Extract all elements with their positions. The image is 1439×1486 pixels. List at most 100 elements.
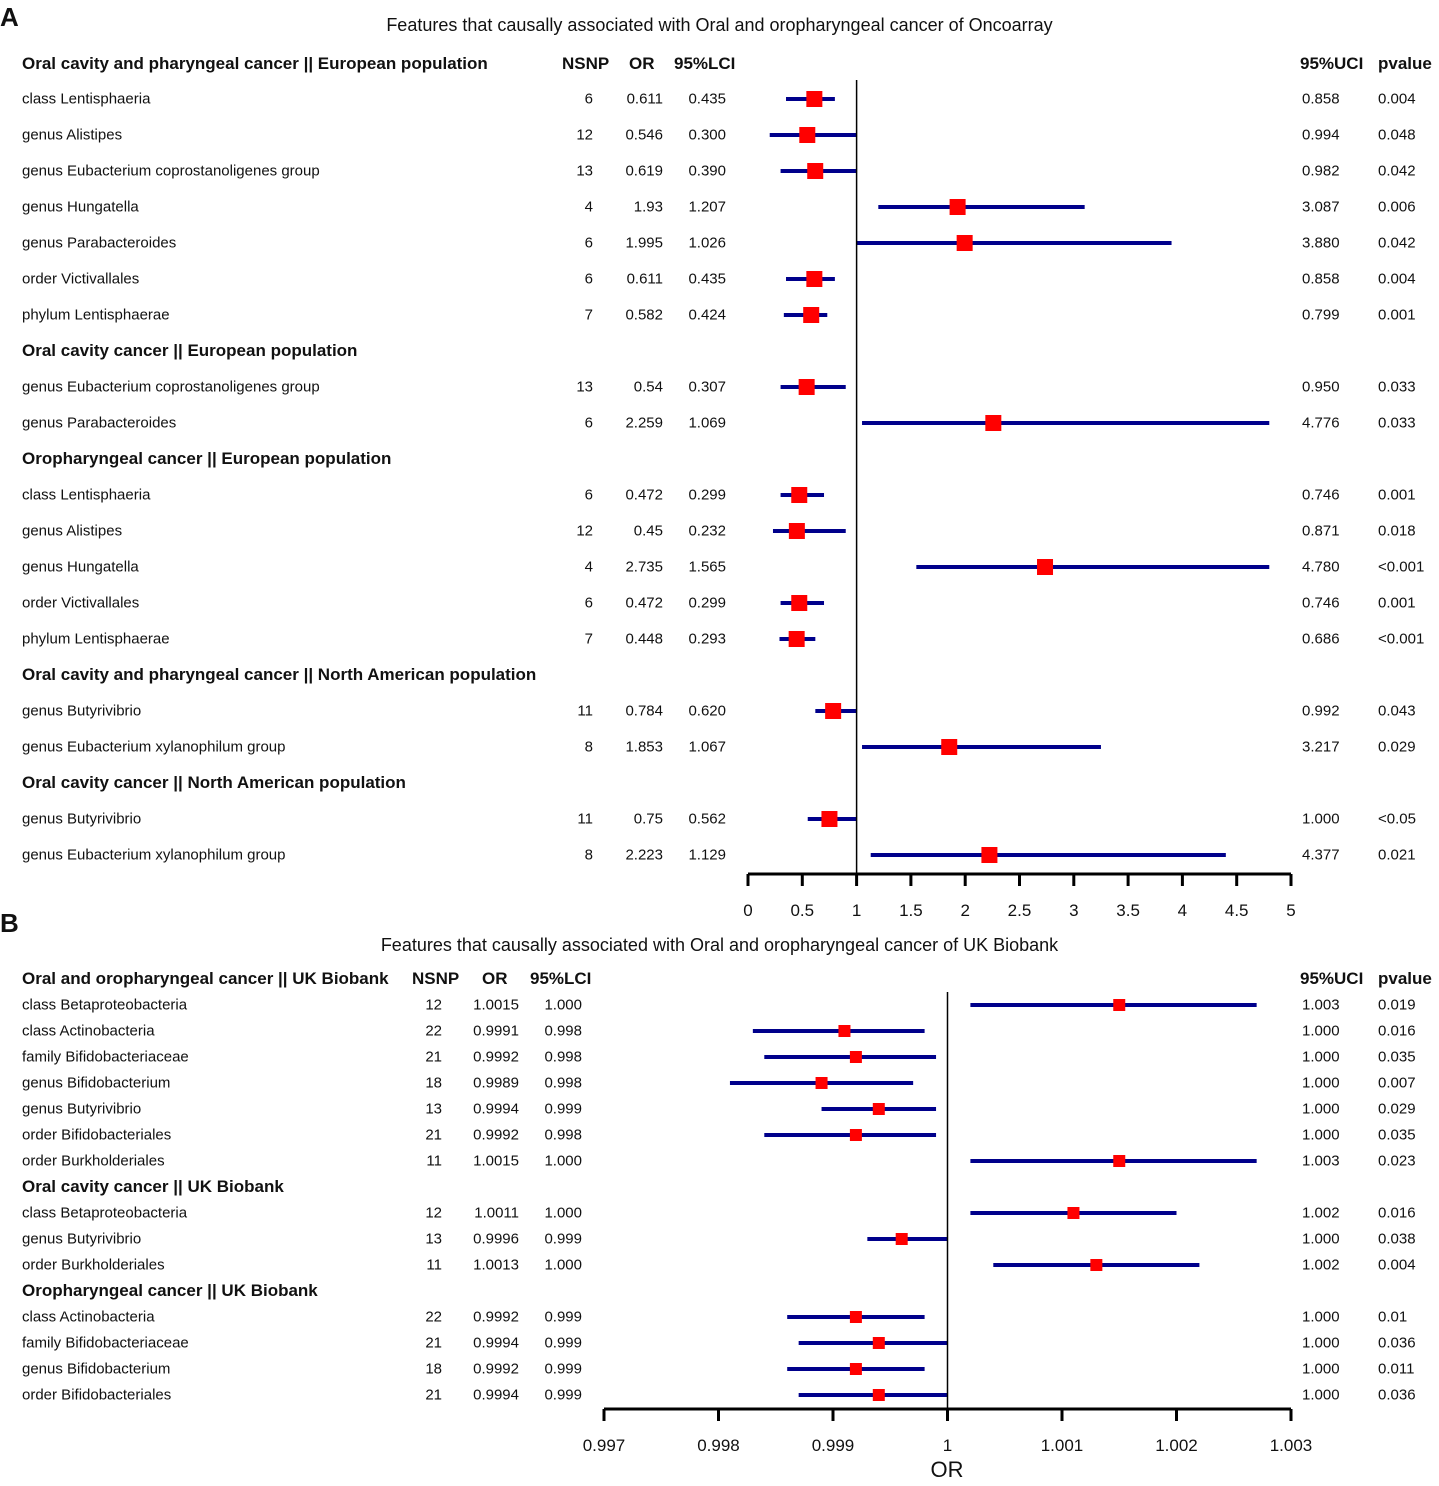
row-lci: 0.998 [544, 1074, 582, 1092]
row-uci: 1.002 [1302, 1204, 1340, 1222]
row-uci: 3.087 [1302, 198, 1340, 216]
row-or: 2.735 [625, 558, 663, 576]
panel-b-header-lci: 95%LCI [530, 969, 592, 988]
or-marker [872, 1337, 885, 1349]
row-nsnp: 12 [425, 1204, 442, 1222]
row-or: 0.619 [625, 162, 663, 180]
row-pvalue: 0.01 [1378, 1308, 1408, 1326]
or-marker [806, 271, 823, 287]
row-lci: 0.232 [688, 522, 726, 540]
row-pvalue: 0.048 [1378, 126, 1416, 144]
row-or: 1.853 [625, 738, 663, 756]
row-uci: 1.000 [1302, 1386, 1340, 1404]
row-pvalue: 0.016 [1378, 1022, 1416, 1040]
row-pvalue: 0.001 [1378, 306, 1416, 324]
row-pvalue: 0.018 [1378, 522, 1416, 540]
row-label: genus Butyrivibrio [22, 1100, 142, 1118]
row-nsnp: 21 [425, 1386, 442, 1404]
row-lci: 0.998 [544, 1126, 582, 1144]
row-uci: 0.871 [1302, 522, 1340, 540]
row-label: family Bifidobacteriaceae [22, 1048, 189, 1066]
row-label: family Bifidobacteriaceae [22, 1334, 189, 1352]
row-pvalue: 0.004 [1378, 90, 1416, 108]
row-label: genus Eubacterium coprostanoligenes grou… [22, 378, 320, 396]
x-tick-label: 1.5 [899, 901, 923, 920]
row-uci: 0.982 [1302, 162, 1340, 180]
row-nsnp: 6 [584, 270, 593, 288]
row-nsnp: 13 [425, 1230, 442, 1248]
or-marker [849, 1129, 862, 1141]
or-marker [791, 487, 808, 503]
row-nsnp: 4 [584, 198, 593, 216]
row-or: 1.0013 [473, 1256, 519, 1274]
panel-a-header-or: OR [629, 54, 655, 73]
row-lci: 1.129 [688, 846, 726, 864]
row-label: genus Hungatella [22, 558, 139, 576]
panel-b-header-label: Oral and oropharyngeal cancer || UK Biob… [22, 969, 389, 988]
row-label: order Burkholderiales [22, 1256, 165, 1274]
row-uci: 4.780 [1302, 558, 1340, 576]
row-pvalue: 0.035 [1378, 1048, 1416, 1066]
row-label: genus Alistipes [22, 522, 123, 540]
x-tick-label: 2.5 [1008, 901, 1032, 920]
row-lci: 1.026 [688, 234, 726, 252]
row-uci: 1.000 [1302, 1100, 1340, 1118]
x-tick-label: 0.5 [790, 901, 814, 920]
row-nsnp: 6 [584, 234, 593, 252]
row-nsnp: 18 [425, 1360, 442, 1378]
row-label: order Bifidobacteriales [22, 1386, 172, 1404]
row-lci: 1.000 [544, 1204, 582, 1222]
x-tick-label: 2 [960, 901, 969, 920]
row-label: class Actinobacteria [22, 1308, 155, 1326]
row-uci: 1.000 [1302, 1126, 1340, 1144]
or-marker [815, 1077, 828, 1089]
row-label: order Victivallales [22, 270, 140, 288]
row-label: genus Butyrivibrio [22, 810, 142, 828]
panel-b-title: Features that causally associated with O… [380, 935, 1059, 955]
row-or: 0.54 [633, 378, 663, 396]
or-marker [949, 199, 966, 215]
or-marker [985, 415, 1002, 431]
panel-a-header-uci: 95%UCI [1300, 54, 1364, 73]
row-or: 0.9989 [473, 1074, 519, 1092]
row-nsnp: 8 [584, 846, 593, 864]
row-uci: 1.000 [1302, 1308, 1340, 1326]
row-pvalue: 0.036 [1378, 1334, 1416, 1352]
row-uci: 0.950 [1302, 378, 1340, 396]
row-pvalue: 0.029 [1378, 1100, 1416, 1118]
or-marker [1090, 1259, 1103, 1271]
row-nsnp: 11 [426, 1256, 442, 1274]
x-tick-label: 0.998 [697, 1436, 740, 1455]
or-marker [849, 1311, 862, 1323]
row-pvalue: 0.042 [1378, 162, 1416, 180]
row-lci: 0.998 [544, 1022, 582, 1040]
section-title: Oral cavity cancer || North American pop… [22, 773, 406, 792]
row-uci: 1.000 [1302, 1230, 1340, 1248]
x-tick-label: 4.5 [1225, 901, 1249, 920]
row-or: 1.0015 [473, 996, 519, 1014]
row-nsnp: 13 [576, 162, 593, 180]
row-pvalue: 0.006 [1378, 198, 1416, 216]
row-lci: 0.998 [544, 1048, 582, 1066]
or-marker [956, 235, 973, 251]
row-nsnp: 22 [425, 1308, 442, 1326]
row-lci: 1.067 [688, 738, 726, 756]
row-label: genus Bifidobacterium [22, 1360, 171, 1378]
row-pvalue: <0.001 [1378, 630, 1425, 648]
or-marker [1067, 1207, 1080, 1219]
or-marker [1113, 1155, 1126, 1167]
row-label: genus Parabacteroides [22, 414, 177, 432]
row-uci: 4.377 [1302, 846, 1340, 864]
row-uci: 3.880 [1302, 234, 1340, 252]
row-lci: 0.999 [544, 1386, 582, 1404]
row-nsnp: 8 [584, 738, 593, 756]
row-pvalue: <0.001 [1378, 558, 1425, 576]
row-or: 0.45 [633, 522, 663, 540]
or-marker [849, 1363, 862, 1375]
section-title: Oropharyngeal cancer || UK Biobank [22, 1281, 318, 1300]
row-pvalue: 0.043 [1378, 702, 1416, 720]
row-or: 0.546 [625, 126, 663, 144]
row-or: 0.784 [625, 702, 663, 720]
row-uci: 1.000 [1302, 810, 1340, 828]
row-label: class Lentisphaeria [22, 486, 151, 504]
